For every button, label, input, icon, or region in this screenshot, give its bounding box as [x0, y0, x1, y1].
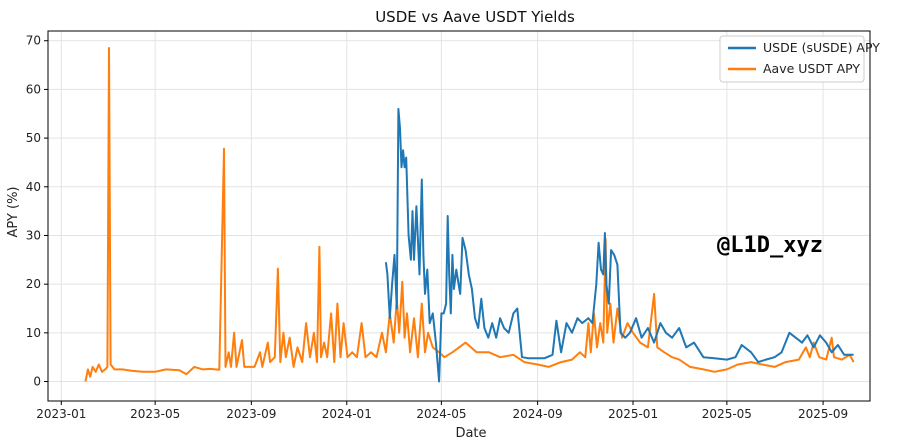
y-tick-label: 30 [26, 228, 41, 242]
x-tick-label: 2024-01 [322, 407, 372, 421]
x-tick-label: 2024-09 [513, 407, 563, 421]
x-tick-label: 2024-05 [416, 407, 466, 421]
series-line-aave [84, 47, 855, 382]
x-tick-label: 2025-05 [702, 407, 752, 421]
chart-legend: USDE (sUSDE) APY Aave USDT APY [719, 35, 880, 83]
grid-layer [48, 31, 870, 401]
tick-layer: 0 10 20 30 40 50 60 70 2023-01 2023-05 2023-09 2024… [26, 34, 848, 421]
watermark-text: @L1D_xyz [717, 233, 823, 258]
chart-title: USDE vs Aave USDT Yields [375, 8, 575, 26]
x-tick-label: 2025-01 [608, 407, 658, 421]
y-tick-label: 60 [26, 82, 41, 96]
x-tick-label: 2023-09 [226, 407, 276, 421]
y-tick-label: 40 [26, 180, 41, 194]
series-line-usde [384, 107, 854, 383]
x-axis-title: Date [455, 426, 486, 441]
legend-label-usde: USDE (sUSDE) APY [763, 40, 880, 55]
x-tick-label: 2025-09 [798, 407, 848, 421]
y-tick-label: 50 [26, 131, 41, 145]
y-tick-label: 10 [26, 326, 41, 340]
plot-frame [47, 30, 871, 402]
y-tick-label: 20 [26, 277, 41, 291]
x-tick-label: 2023-05 [130, 407, 180, 421]
y-tick-label: 70 [26, 34, 41, 48]
series-layer [84, 47, 855, 383]
legend-label-aave: Aave USDT APY [763, 61, 860, 76]
y-axis-title: APY (%) [6, 186, 21, 237]
y-tick-label: 0 [33, 375, 41, 389]
x-tick-label: 2023-01 [36, 407, 86, 421]
